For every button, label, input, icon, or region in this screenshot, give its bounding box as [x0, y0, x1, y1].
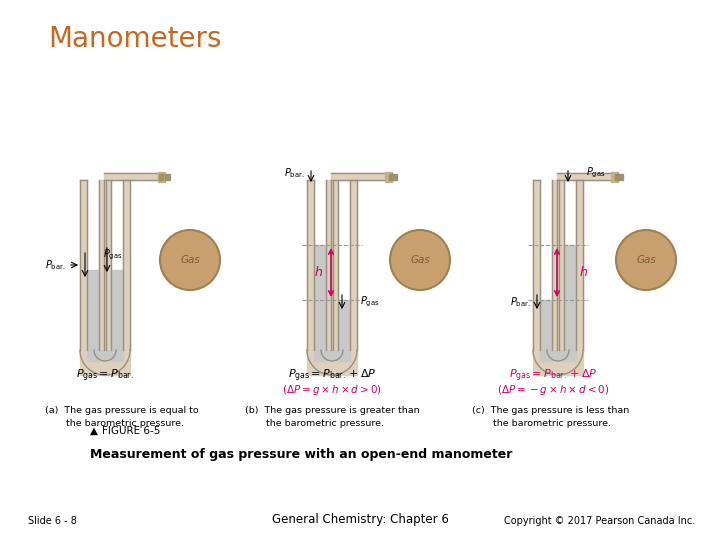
Text: $P_{\rm bar.}$: $P_{\rm bar.}$ [45, 258, 66, 272]
Text: $P_{\mathrm{gas}} = P_{\mathrm{bar.}}$: $P_{\mathrm{gas}} = P_{\mathrm{bar.}}$ [76, 368, 134, 384]
Text: $P_{\rm bar.}$: $P_{\rm bar.}$ [510, 295, 531, 309]
Bar [392, 173, 397, 179]
Circle shape [160, 230, 220, 290]
Text: ▲: ▲ [90, 426, 98, 436]
Text: (a)  The gas pressure is equal to
       the barometric pressure.: (a) The gas pressure is equal to the bar… [45, 406, 199, 428]
Text: $h$: $h$ [314, 266, 323, 280]
Text: Gas: Gas [410, 255, 430, 265]
Text: (c)  The gas pressure is less than
       the barometric pressure.: (c) The gas pressure is less than the ba… [472, 406, 629, 428]
Bar [389, 173, 393, 179]
Text: $h$: $h$ [579, 266, 588, 280]
Polygon shape [547, 350, 569, 361]
Polygon shape [321, 350, 343, 361]
Text: $P_{\mathrm{gas}} = P_{\mathrm{bar.}} + \Delta P$: $P_{\mathrm{gas}} = P_{\mathrm{bar.}} + … [288, 368, 376, 384]
Text: Slide 6 - 8: Slide 6 - 8 [28, 516, 77, 526]
Text: $P_{\mathrm{gas}} = P_{\mathrm{bar.}} + \Delta P$: $P_{\mathrm{gas}} = P_{\mathrm{bar.}} + … [509, 368, 597, 384]
Bar [385, 172, 392, 181]
Polygon shape [533, 350, 583, 375]
Bar [615, 173, 619, 179]
Text: Gas: Gas [180, 255, 200, 265]
Text: Measurement of gas pressure with an open-end manometer: Measurement of gas pressure with an open… [90, 448, 513, 461]
Text: $(\Delta P = g \times h \times d > 0)$: $(\Delta P = g \times h \times d > 0)$ [282, 383, 382, 397]
Bar [618, 173, 623, 179]
Bar [611, 172, 618, 181]
Text: $P_{\rm bar.}$: $P_{\rm bar.}$ [284, 166, 305, 180]
Text: $P_{\rm gas}$: $P_{\rm gas}$ [586, 166, 606, 180]
Text: (b)  The gas pressure is greater than
       the barometric pressure.: (b) The gas pressure is greater than the… [245, 406, 420, 428]
Text: $P_{\rm gas}$: $P_{\rm gas}$ [103, 248, 122, 262]
Circle shape [390, 230, 450, 290]
Polygon shape [80, 350, 130, 375]
Text: FIGURE 6-5: FIGURE 6-5 [102, 426, 161, 436]
Polygon shape [547, 350, 569, 361]
Polygon shape [94, 350, 116, 361]
Bar [158, 172, 165, 181]
Text: $(\Delta P = -g \times h \times d < 0)$: $(\Delta P = -g \times h \times d < 0)$ [497, 383, 609, 397]
Polygon shape [307, 350, 357, 375]
Polygon shape [321, 350, 343, 361]
Polygon shape [94, 350, 116, 361]
Bar [159, 173, 163, 179]
Text: Manometers: Manometers [48, 25, 222, 53]
Text: Copyright © 2017 Pearson Canada Inc.: Copyright © 2017 Pearson Canada Inc. [504, 516, 695, 526]
Text: Gas: Gas [636, 255, 656, 265]
Text: $P_{\rm gas}$: $P_{\rm gas}$ [360, 295, 379, 309]
Text: General Chemistry: Chapter 6: General Chemistry: Chapter 6 [271, 513, 449, 526]
Bar [165, 173, 170, 179]
Circle shape [616, 230, 676, 290]
